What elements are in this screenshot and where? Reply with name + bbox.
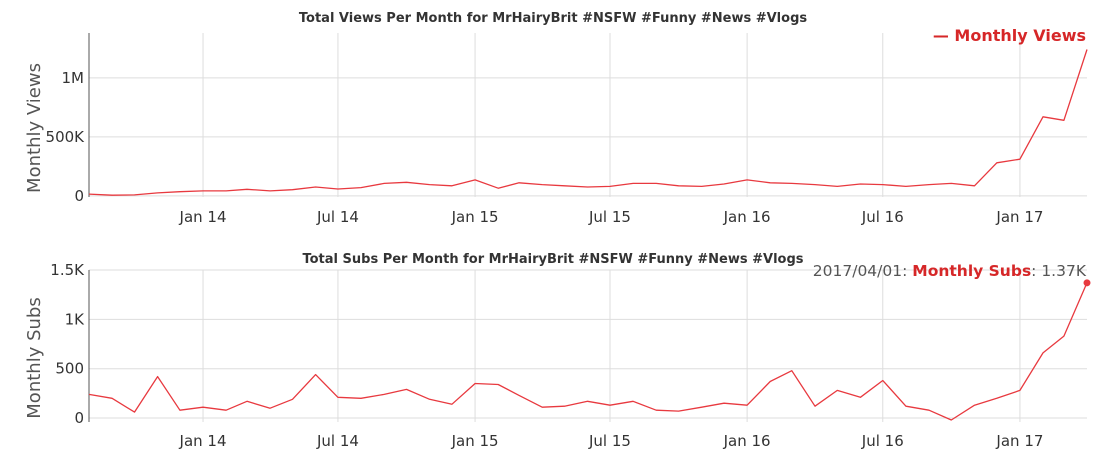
subs-y-ticks: 0 500 1K 1.5K: [50, 261, 85, 427]
views-y-tick-label: 1M: [62, 69, 85, 87]
subs-series-line: [88, 282, 1088, 421]
views-x-tick-label: Jul 14: [316, 208, 359, 226]
views-y-axis-label: Monthly Views: [24, 63, 45, 193]
subs-y-tick-label: 1.5K: [50, 261, 85, 279]
subs-y-tick-label: 500: [55, 360, 84, 378]
views-x-tick-label: Jul 15: [588, 208, 631, 226]
views-chart-title: Total Views Per Month for MrHairyBrit #N…: [299, 11, 807, 26]
views-x-tick-label: Jan 16: [723, 208, 771, 226]
hover-label-value: : 1.37K: [1031, 262, 1087, 280]
subs-y-axis-label: Monthly Subs: [24, 297, 45, 418]
subs-x-tick-label: Jul 15: [588, 432, 631, 450]
subs-series-group: [88, 279, 1091, 421]
views-x-tick-label: Jul 16: [861, 208, 904, 226]
views-series-line: [88, 49, 1088, 196]
views-gridlines: [89, 33, 1087, 197]
subs-y-tick-label: 1K: [65, 310, 86, 328]
subs-y-tick-label: 0: [74, 409, 84, 427]
hover-label-series: Monthly Subs: [912, 262, 1031, 280]
views-x-tick-label: Jan 15: [451, 208, 499, 226]
views-x-ticks: Jan 14 Jul 14 Jan 15 Jul 15 Jan 16 Jul 16 Jan …: [179, 208, 1044, 226]
views-y-ticks: 0 500K 1M: [46, 69, 86, 205]
views-chart: Total Views Per Month for MrHairyBrit #N…: [24, 11, 1088, 226]
subs-data-point[interactable]: [1083, 279, 1091, 287]
subs-x-tick-label: Jan 15: [451, 432, 499, 450]
subs-x-ticks: Jan 14 Jul 14 Jan 15 Jul 15 Jan 16 Jul 16 Jan …: [179, 432, 1044, 450]
views-y-tick-label: 0: [74, 187, 84, 205]
views-x-tick-label: Jan 14: [179, 208, 227, 226]
subs-chart-title: Total Subs Per Month for MrHairyBrit #NS…: [302, 252, 803, 267]
subs-hover-label: 2017/04/01: Monthly Subs: 1.37K: [813, 262, 1087, 280]
hover-label-date: 2017/04/01:: [813, 262, 913, 280]
subs-x-tick-label: Jan 16: [723, 432, 771, 450]
subs-x-tick-label: Jan 17: [995, 432, 1043, 450]
views-y-tick-label: 500K: [46, 128, 86, 146]
views-legend-item[interactable]: — Monthly Views: [933, 26, 1086, 45]
subs-chart: Total Subs Per Month for MrHairyBrit #NS…: [24, 252, 1091, 450]
views-x-tick-label: Jan 17: [995, 208, 1043, 226]
subs-x-tick-label: Jul 16: [861, 432, 904, 450]
subs-gridlines: [89, 269, 1087, 422]
subs-x-tick-label: Jan 14: [179, 432, 227, 450]
views-series-group: [88, 49, 1088, 196]
subs-x-tick-label: Jul 14: [316, 432, 359, 450]
